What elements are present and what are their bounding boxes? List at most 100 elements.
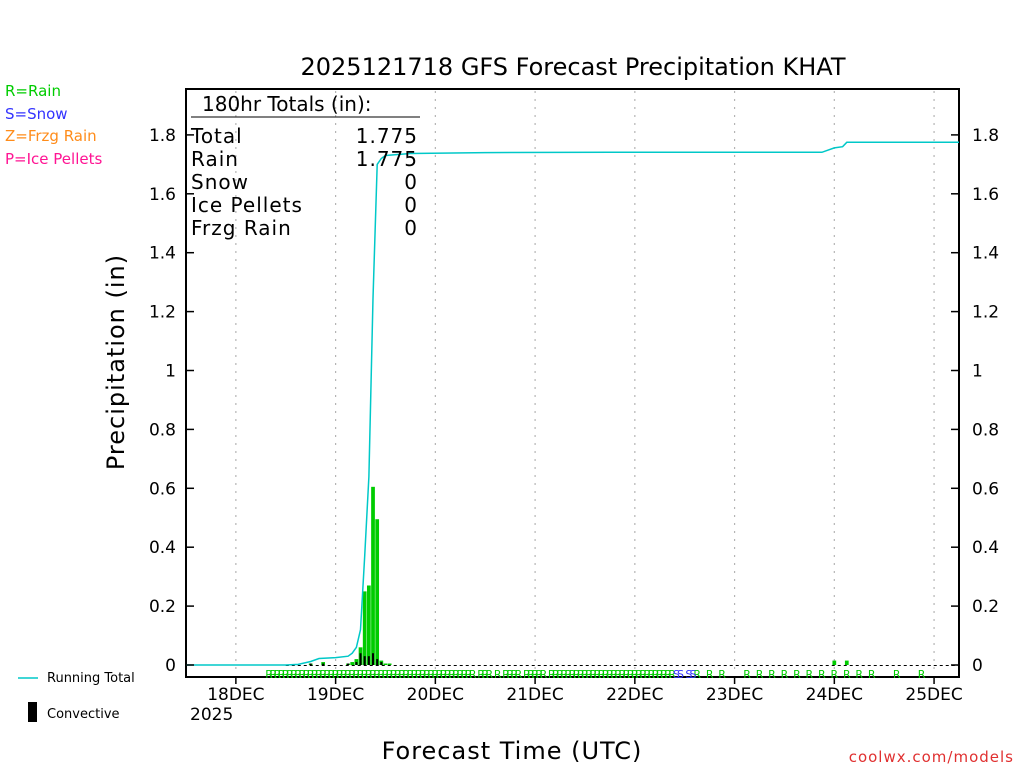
- ptype-marker-rain-74: R: [594, 668, 602, 681]
- rain-bar-14: [844, 660, 849, 665]
- y-tick-label-right-8: 1.6: [972, 185, 999, 205]
- ptype-marker-rain-31: R: [394, 668, 402, 681]
- rain-bar-13: [832, 660, 837, 665]
- ptype-marker-snow-2: S: [685, 668, 692, 681]
- ptype-marker-rain-92: R: [668, 668, 676, 681]
- day-gridlines: [235, 91, 959, 675]
- ptype-marker-rain-78: R: [610, 668, 618, 681]
- ptype-marker-rain-52: R: [486, 668, 494, 681]
- ptype-marker-rain-35: R: [411, 668, 419, 681]
- totals-label-4: Frzg Rain: [191, 216, 292, 240]
- ptype-marker-rain-0: R: [265, 668, 273, 681]
- totals-value-3: 0: [404, 193, 418, 217]
- ptype-marker-rain-30: R: [390, 668, 398, 681]
- legend-ice-pellets: P=Ice Pellets: [5, 150, 102, 168]
- ptype-marker-rain-87: R: [648, 668, 656, 681]
- running-total-line: [186, 141, 959, 666]
- ptype-marker-rain-41: R: [436, 668, 444, 681]
- rain-bar-8: [371, 486, 375, 665]
- y-axis-title: Precipitation (in): [102, 254, 130, 470]
- totals-value-0: 1.775: [356, 124, 418, 148]
- ptype-marker-rain-73: R: [589, 668, 597, 681]
- x-tick-label-25dec: 25DEC: [905, 685, 962, 705]
- ptype-marker-rain-98: R: [768, 668, 776, 681]
- ptype-marker-rain-55: R: [506, 668, 514, 681]
- ptype-marker-rain-61: R: [535, 668, 543, 681]
- ptype-marker-rain-14: R: [323, 668, 331, 681]
- ptype-marker-rain-7: R: [294, 668, 302, 681]
- totals-box: 180hr Totals (in): Total 1.775 Rain 1.775 Sn…: [190, 92, 420, 240]
- totals-label-2: Snow: [191, 170, 249, 194]
- ptype-marker-rain-8: R: [299, 668, 307, 681]
- ptype-marker-rain-4: R: [282, 668, 290, 681]
- ptype-marker-rain-13: R: [319, 668, 327, 681]
- ptype-marker-rain-3: R: [278, 668, 286, 681]
- ptype-marker-rain-80: R: [619, 668, 627, 681]
- totals-label-3: Ice Pellets: [191, 193, 303, 217]
- ptype-marker-rain-89: R: [656, 668, 664, 681]
- ptype-marker-rain-105: R: [855, 668, 863, 681]
- ptype-marker-rain-10: R: [307, 668, 315, 681]
- ptype-marker-rain-56: R: [510, 668, 518, 681]
- y-tick-label-right-3: 0.6: [972, 479, 999, 499]
- ptype-marker-rain-65: R: [556, 668, 564, 681]
- ptype-marker-rain-19: R: [344, 668, 352, 681]
- rain-bar-12: [387, 663, 392, 665]
- ptype-marker-rain-85: R: [639, 668, 647, 681]
- x-year-label: 2025: [190, 705, 233, 725]
- convective-bar-9: [380, 662, 383, 665]
- ptype-marker-rain-48: R: [465, 668, 473, 681]
- rain-bars: [308, 486, 849, 665]
- totals-value-1: 1.775: [356, 147, 418, 171]
- y-tick-label-right-4: 0.8: [972, 420, 999, 440]
- ptype-marker-rain-69: R: [573, 668, 581, 681]
- y-axis-left: 0 0.2 0.4 0.6 0.8 1 1.2 1.4 1.6 1.8: [149, 126, 194, 676]
- ptype-marker-rain-27: R: [377, 668, 385, 681]
- ptype-marker-rain-83: R: [631, 668, 639, 681]
- convective-bar-2: [347, 663, 350, 665]
- ptype-marker-rain-57: R: [515, 668, 523, 681]
- y-tick-label-right-1: 0.2: [972, 597, 999, 617]
- rain-bar-11: [383, 663, 388, 665]
- ptype-marker-rain-6: R: [290, 668, 298, 681]
- ptype-marker-rain-67: R: [565, 668, 573, 681]
- ptype-marker-snow-0: S: [673, 668, 680, 681]
- ptype-marker-rain-26: R: [373, 668, 381, 681]
- y-tick-label-left-0: 0: [165, 656, 176, 676]
- x-tick-label-22dec: 22DEC: [606, 685, 663, 705]
- ptype-marker-rain-58: R: [523, 668, 531, 681]
- convective-bar-0: [309, 663, 312, 665]
- ptype-marker-rain-37: R: [419, 668, 427, 681]
- ptype-marker-rain-84: R: [635, 668, 643, 681]
- ptype-marker-rain-90: R: [660, 668, 668, 681]
- convective-bar-8: [376, 659, 379, 665]
- ptype-marker-rain-96: R: [743, 668, 751, 681]
- ptype-marker-rain-12: R: [315, 668, 323, 681]
- legend-convective: Convective: [47, 707, 120, 722]
- ptype-marker-rain-54: R: [502, 668, 510, 681]
- rain-bar-1: [321, 662, 326, 665]
- ptype-legend: R=Rain S=Snow Z=Frzg Rain P=Ice Pellets: [5, 82, 102, 168]
- convective-bar-5: [363, 656, 366, 665]
- x-axis-title: Forecast Time (UTC): [382, 737, 643, 765]
- ptype-marker-rain-108: R: [918, 668, 926, 681]
- ptype-marker-rain-24: R: [365, 668, 373, 681]
- ptype-marker-snow-3: S: [690, 668, 697, 681]
- ptype-marker-rain-39: R: [427, 668, 435, 681]
- y-tick-label-left-7: 1.4: [149, 244, 176, 264]
- y-tick-label-left-8: 1.6: [149, 185, 176, 205]
- ptype-marker-rain-23: R: [361, 668, 369, 681]
- rain-bar-9: [375, 519, 380, 665]
- ptype-marker-rain-94: R: [706, 668, 714, 681]
- ptype-marker-rain-11: R: [311, 668, 319, 681]
- ptype-marker-rain-62: R: [540, 668, 548, 681]
- ptype-marker-rain-93: R: [693, 668, 701, 681]
- ptype-marker-rain-101: R: [806, 668, 814, 681]
- ptype-marker-rain-106: R: [868, 668, 876, 681]
- ptype-marker-rain-33: R: [402, 668, 410, 681]
- y-tick-label-right-2: 0.4: [972, 538, 999, 558]
- ptype-marker-rain-15: R: [328, 668, 336, 681]
- ptype-marker-rain-104: R: [843, 668, 851, 681]
- ptype-marker-rain-5: R: [286, 668, 294, 681]
- x-tick-label-19dec: 19DEC: [307, 685, 364, 705]
